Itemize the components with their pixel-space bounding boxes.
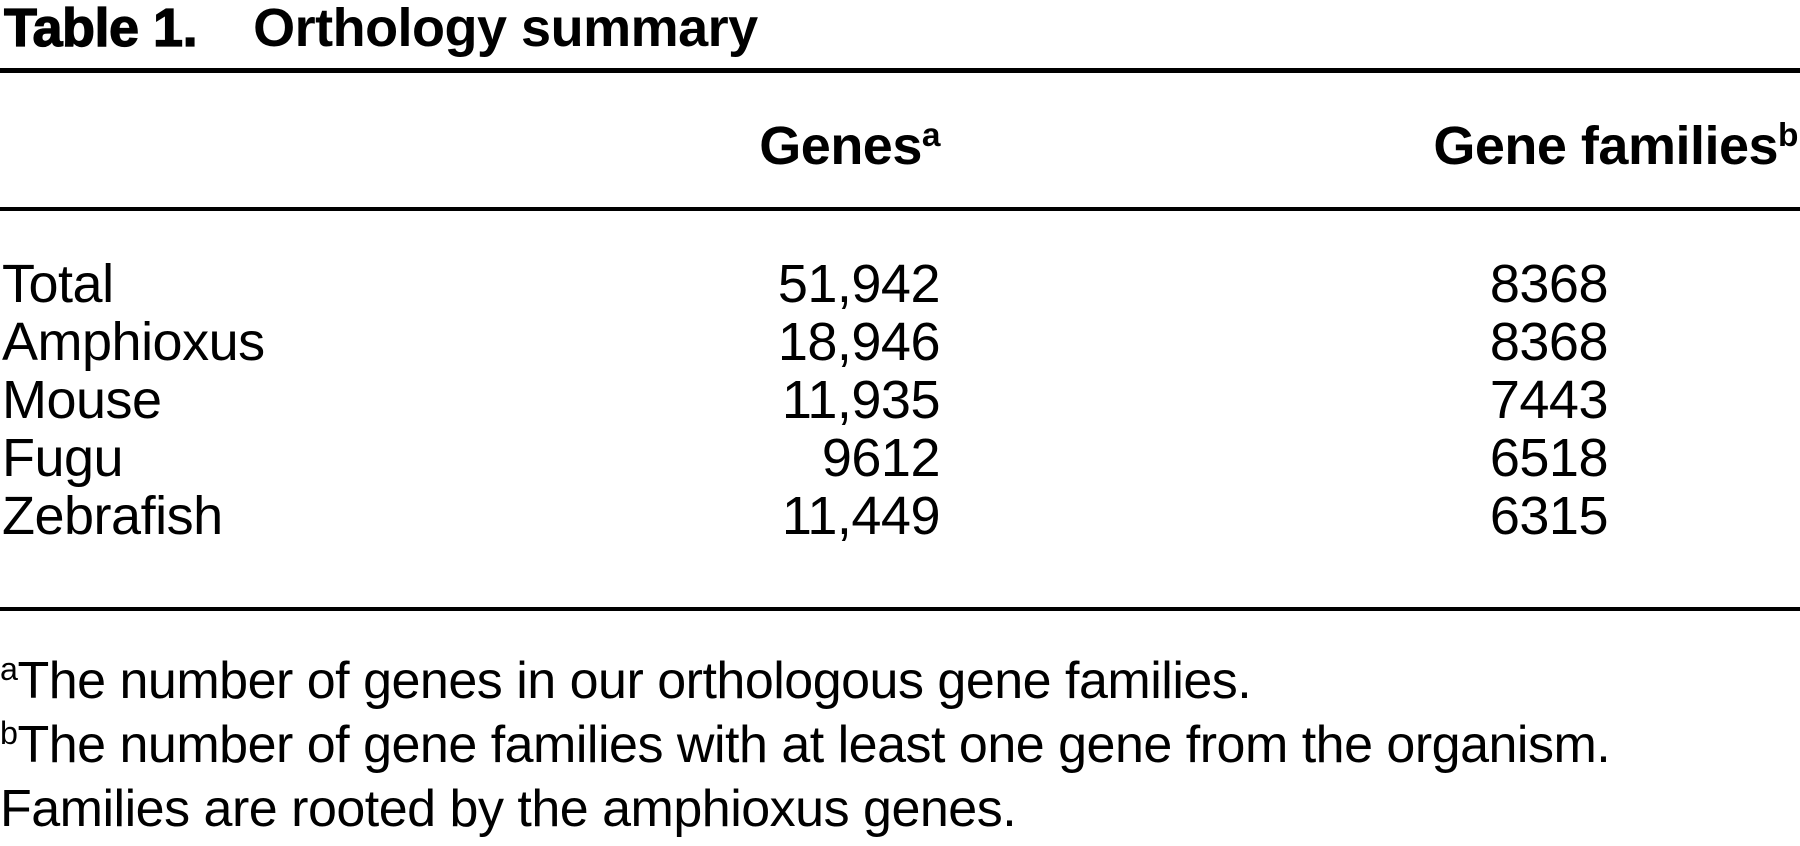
organism-cell: Fugu	[2, 428, 124, 488]
gene-families-cell: 6518	[1489, 428, 1609, 488]
genes-cell: 51,942	[777, 254, 941, 314]
column-header-gene-families-label: Gene families	[1433, 116, 1779, 176]
genes-cell: 9612	[821, 428, 941, 488]
organism-cell: Total	[2, 254, 114, 314]
column-header-genes: Genesa	[540, 73, 941, 211]
table-row-zebrafish: Zebrafish 11,449 6315	[0, 487, 1800, 611]
table-row-total: Total 51,942 8368	[0, 209, 1800, 313]
header-row: Genesa Gene familiesb	[0, 73, 1800, 211]
footnote-b: bThe number of gene families with at lea…	[0, 713, 1800, 841]
orthology-summary-table: Genesa Gene familiesb Total 51,942 8368 …	[0, 73, 1800, 611]
organism-cell: Amphioxus	[2, 312, 265, 372]
footnote-marker-b-ref: b	[1778, 116, 1798, 154]
gene-families-cell: 8368	[1489, 312, 1609, 372]
genes-cell: 18,946	[777, 312, 941, 372]
column-header-organism	[0, 73, 540, 211]
column-header-genes-label: Genes	[759, 116, 922, 176]
footnotes-section: aThe number of genes in our orthologous …	[0, 649, 1800, 841]
column-header-gene-families: Gene familiesb	[940, 73, 1800, 211]
organism-cell: Zebrafish	[0, 487, 540, 611]
footnote-b-marker: b	[0, 715, 18, 752]
gene-families-cell: 6315	[940, 487, 1800, 611]
table-row-fugu: Fugu 9612 6518	[0, 429, 1800, 487]
organism-cell: Mouse	[2, 370, 162, 430]
table-title: Table 1. Orthology summary	[0, 0, 1800, 73]
table-caption: Orthology summary	[253, 0, 758, 58]
genes-cell: 11,935	[781, 370, 941, 430]
footnote-a-marker: a	[0, 651, 18, 688]
footnote-a-text: The number of genes in our orthologous g…	[17, 652, 1252, 710]
footnote-b-text-line-2: Families are rooted by the amphioxus gen…	[0, 780, 1017, 838]
footnote-a: aThe number of genes in our orthologous …	[0, 649, 1800, 713]
footnote-marker-a-ref: a	[921, 116, 941, 154]
table-row-amphioxus: Amphioxus 18,946 8368	[0, 313, 1800, 371]
gene-families-cell: 7443	[1489, 370, 1609, 430]
table-number: Table 1.	[3, 0, 198, 58]
table-row-mouse: Mouse 11,935 7443	[0, 371, 1800, 429]
genes-cell: 11,449	[540, 487, 941, 611]
gene-families-cell: 8368	[1489, 254, 1609, 314]
footnote-b-text-line-1: The number of gene families with at leas…	[17, 716, 1611, 774]
